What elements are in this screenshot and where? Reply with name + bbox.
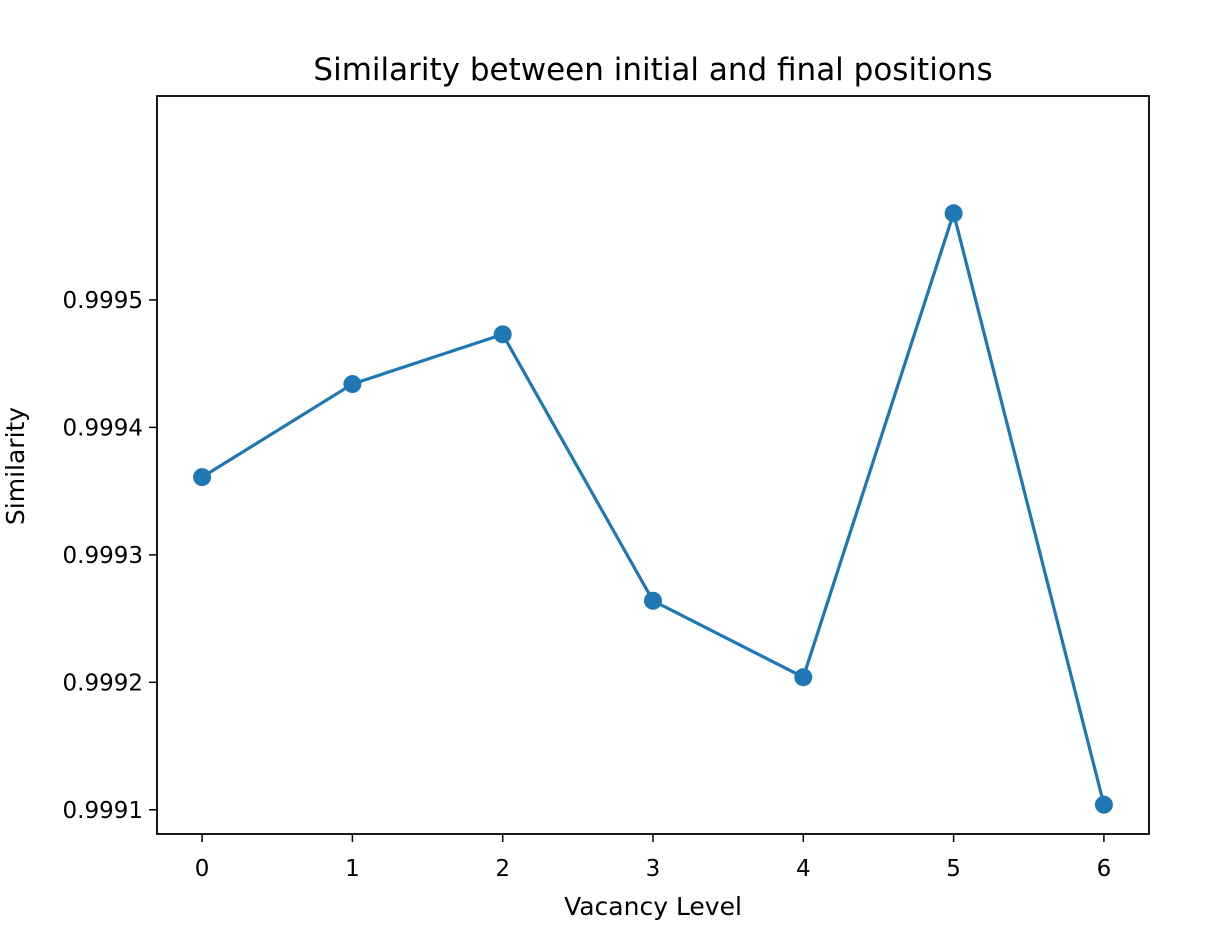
- data-point: [644, 591, 662, 610]
- x-tick-label: 2: [495, 856, 510, 882]
- x-tick-label: 5: [946, 856, 961, 882]
- x-axis-label: Vacancy Level: [564, 892, 742, 921]
- data-point: [193, 468, 212, 487]
- chart-title: Similarity between initial and final pos…: [313, 52, 992, 88]
- y-tick-label: 0.9994: [63, 415, 143, 441]
- x-tick-label: 0: [195, 856, 210, 882]
- x-tick-label: 1: [345, 856, 360, 882]
- x-tick-label: 3: [646, 856, 661, 882]
- data-point: [343, 375, 362, 394]
- data-point: [493, 325, 512, 344]
- data-point: [944, 204, 963, 223]
- y-tick-label: 0.9993: [63, 543, 143, 569]
- data-point: [1094, 795, 1113, 814]
- data-point: [794, 668, 813, 687]
- plot-area: [193, 204, 1113, 814]
- y-tick-label: 0.9995: [63, 288, 143, 314]
- x-axis: 0 1 2 3 4 5 6: [195, 834, 1111, 882]
- y-axis-label: Similarity: [1, 407, 30, 525]
- y-tick-label: 0.9991: [63, 798, 143, 824]
- y-tick-label: 0.9992: [63, 670, 143, 696]
- y-axis: 0.9991 0.9992 0.9993 0.9994 0.9995: [63, 288, 157, 824]
- x-tick-label: 4: [796, 856, 811, 882]
- x-tick-label: 6: [1097, 856, 1112, 882]
